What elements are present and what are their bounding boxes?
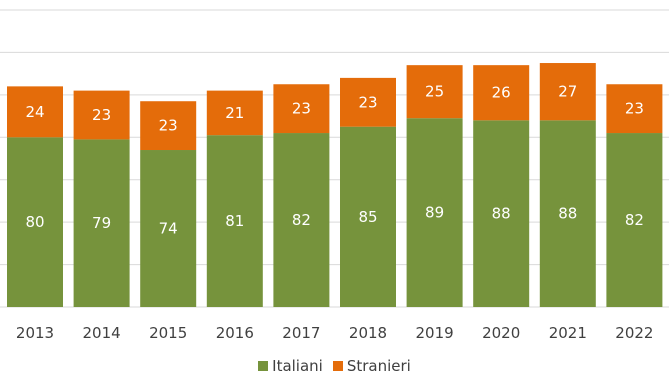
- x-tick-label-2015: 2015: [149, 324, 187, 342]
- legend-swatch-italiani: [258, 361, 269, 371]
- bar-italiani-2019: [406, 118, 463, 307]
- legend-label-stranieri: Stranieri: [346, 357, 411, 375]
- stacked-bar-chart: 80 24 79 23 74 23 81 21 82 23 85 23 89 25 88 26 88 27 82 23…: [0, 9, 669, 342]
- bar-stranieri-2013: [7, 86, 63, 138]
- bar-italiani-2018: [340, 126, 396, 307]
- data-label-stranieri-2019: 25: [425, 83, 444, 101]
- bar-stranieri-2017: [273, 84, 330, 134]
- bar-stranieri-2021: [539, 63, 596, 121]
- data-label-italiani-2021: 88: [558, 205, 577, 223]
- legend-swatch-stranieri: [332, 361, 343, 371]
- bar-italiani-2016: [206, 135, 263, 307]
- bar-stranieri-2016: [206, 90, 263, 136]
- bar-italiani-2013: [7, 137, 63, 307]
- legend-item-stranieri: Stranieri: [332, 357, 411, 375]
- data-label-stranieri-2017: 23: [292, 100, 311, 118]
- x-tick-label-2017: 2017: [282, 324, 320, 342]
- data-label-italiani-2017: 82: [292, 211, 311, 229]
- data-label-italiani-2015: 74: [159, 220, 178, 238]
- bar-stranieri-2019: [406, 65, 463, 119]
- bar-italiani-2021: [539, 120, 596, 307]
- legend-label-italiani: Italiani: [272, 357, 323, 375]
- data-label-italiani-2018: 85: [358, 208, 377, 226]
- x-tick-label-2014: 2014: [83, 324, 121, 342]
- data-label-italiani-2020: 88: [492, 205, 511, 223]
- data-label-stranieri-2018: 23: [358, 93, 377, 111]
- data-label-stranieri-2021: 27: [558, 83, 577, 101]
- legend-item-italiani: Italiani: [258, 357, 323, 375]
- x-tick-label-2016: 2016: [216, 324, 254, 342]
- bar-italiani-2020: [473, 120, 530, 307]
- x-tick-label-2013: 2013: [16, 324, 54, 342]
- bar-stranieri-2018: [340, 77, 396, 127]
- data-label-stranieri-2022: 23: [625, 100, 644, 118]
- data-label-italiani-2022: 82: [625, 211, 644, 229]
- bar-stranieri-2020: [473, 65, 530, 121]
- data-label-italiani-2016: 81: [225, 212, 244, 230]
- data-label-italiani-2014: 79: [92, 214, 111, 232]
- data-label-stranieri-2013: 24: [25, 103, 44, 121]
- x-tick-label-2022: 2022: [615, 324, 653, 342]
- x-tick-labels: 2013 2014 2015 2016 2017 2018 2019 2020 2021 2022: [16, 324, 654, 342]
- x-tick-label-2021: 2021: [549, 324, 587, 342]
- data-label-stranieri-2016: 21: [225, 104, 244, 122]
- bar-italiani-2022: [606, 133, 663, 307]
- data-label-italiani-2019: 89: [425, 204, 444, 222]
- data-label-stranieri-2015: 23: [159, 117, 178, 135]
- bar-italiani-2014: [73, 139, 130, 307]
- bar-stranieri-2022: [606, 84, 663, 134]
- x-tick-label-2019: 2019: [416, 324, 454, 342]
- bar-stranieri-2014: [73, 90, 130, 140]
- bars: 80 24 79 23 74 23 81 21 82 23 85 23 89 25 88 26 88 27 82 23: [7, 63, 663, 307]
- data-label-italiani-2013: 80: [25, 213, 44, 231]
- legend: Italiani Stranieri: [0, 357, 669, 375]
- x-tick-label-2018: 2018: [349, 324, 387, 342]
- data-label-stranieri-2014: 23: [92, 106, 111, 124]
- data-label-stranieri-2020: 26: [492, 84, 511, 102]
- bar-italiani-2015: [140, 150, 197, 307]
- bar-italiani-2017: [273, 133, 330, 307]
- x-tick-label-2020: 2020: [482, 324, 520, 342]
- bar-stranieri-2015: [140, 101, 197, 151]
